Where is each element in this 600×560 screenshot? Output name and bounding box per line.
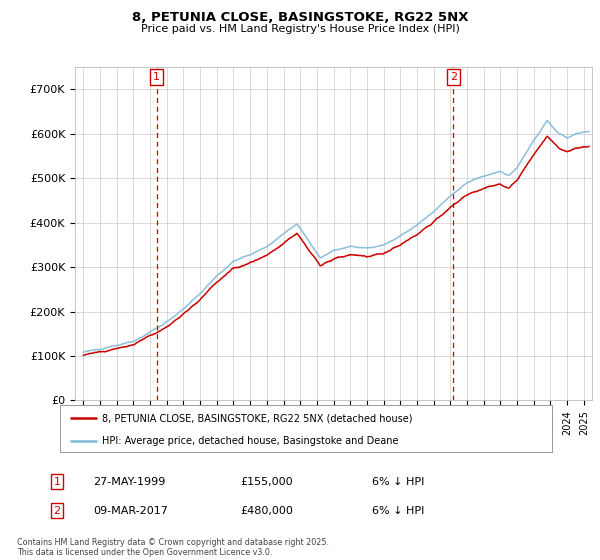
Text: 2: 2 (53, 506, 61, 516)
Text: 6% ↓ HPI: 6% ↓ HPI (372, 506, 424, 516)
Text: £155,000: £155,000 (240, 477, 293, 487)
Text: HPI: Average price, detached house, Basingstoke and Deane: HPI: Average price, detached house, Basi… (102, 436, 398, 446)
Text: 1: 1 (53, 477, 61, 487)
Text: Price paid vs. HM Land Registry's House Price Index (HPI): Price paid vs. HM Land Registry's House … (140, 24, 460, 34)
Text: 09-MAR-2017: 09-MAR-2017 (93, 506, 168, 516)
Text: 27-MAY-1999: 27-MAY-1999 (93, 477, 166, 487)
Text: 6% ↓ HPI: 6% ↓ HPI (372, 477, 424, 487)
Text: 8, PETUNIA CLOSE, BASINGSTOKE, RG22 5NX: 8, PETUNIA CLOSE, BASINGSTOKE, RG22 5NX (132, 11, 468, 24)
Text: Contains HM Land Registry data © Crown copyright and database right 2025.
This d: Contains HM Land Registry data © Crown c… (17, 538, 329, 557)
Text: £480,000: £480,000 (240, 506, 293, 516)
Text: 2: 2 (450, 72, 457, 82)
Text: 8, PETUNIA CLOSE, BASINGSTOKE, RG22 5NX (detached house): 8, PETUNIA CLOSE, BASINGSTOKE, RG22 5NX … (102, 413, 412, 423)
Text: 1: 1 (153, 72, 160, 82)
